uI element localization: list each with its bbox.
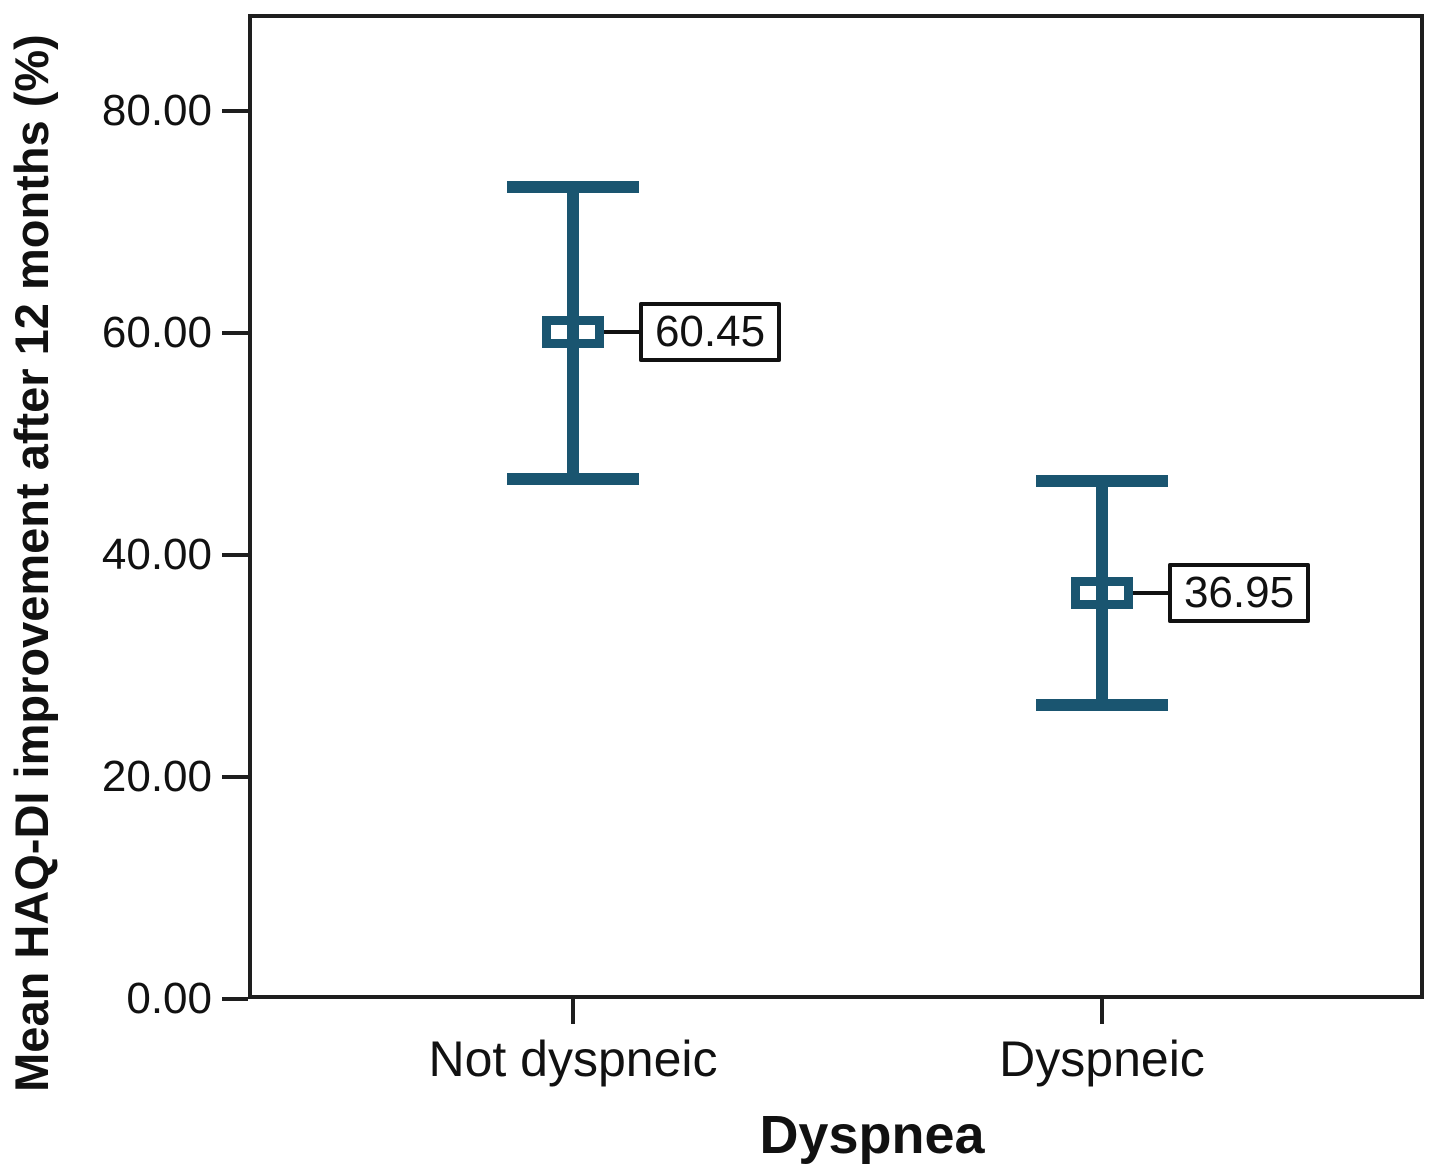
y-tick-label: 20.00 xyxy=(101,751,212,801)
x-tick-mark xyxy=(1100,999,1104,1024)
x-axis-title: Dyspnea xyxy=(759,1105,985,1165)
mean-marker xyxy=(1071,576,1133,609)
category-label: Dyspneic xyxy=(999,1031,1205,1087)
category-label: Not dyspneic xyxy=(428,1031,718,1087)
y-tick-mark xyxy=(222,997,248,1001)
y-tick-label: 40.00 xyxy=(101,529,212,579)
errorbar-cap-bottom xyxy=(507,472,639,485)
y-tick-mark xyxy=(222,774,248,779)
mean-value-label: 36.95 xyxy=(1168,562,1310,623)
errorbar-cap-bottom xyxy=(1036,699,1168,712)
errorbar-cap-top xyxy=(507,180,639,193)
y-tick-mark xyxy=(222,330,248,335)
errorbar-cap-top xyxy=(1036,475,1168,488)
mean-marker xyxy=(542,315,604,348)
label-connector-line xyxy=(604,329,639,334)
y-tick-label: 60.00 xyxy=(101,307,212,357)
label-connector-line xyxy=(1133,590,1168,595)
plot-area: 60.45 36.95 xyxy=(248,14,1424,999)
y-tick-mark xyxy=(222,108,248,113)
errorbar-stem xyxy=(1096,481,1108,706)
y-tick-label: 80.00 xyxy=(101,85,212,135)
errorbar-stem xyxy=(567,186,579,479)
y-tick-label: 0.00 xyxy=(126,974,212,1023)
mean-value-label: 60.45 xyxy=(639,301,781,362)
x-tick-mark xyxy=(571,999,575,1024)
y-tick-mark xyxy=(222,552,248,557)
